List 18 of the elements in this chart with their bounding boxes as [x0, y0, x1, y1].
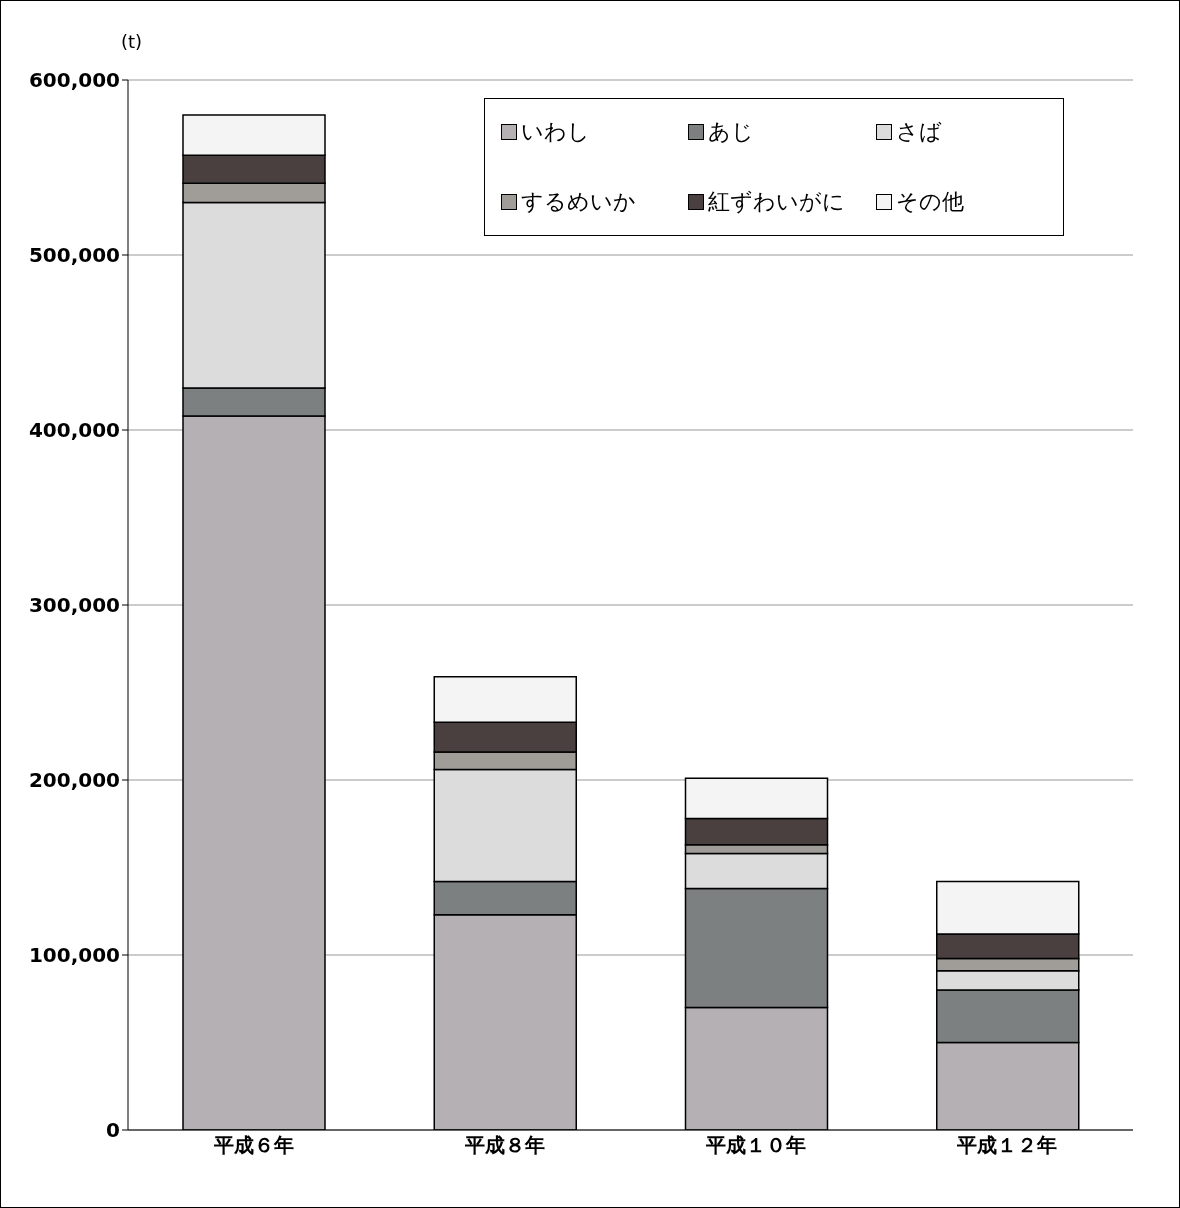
legend-label: するめいか	[521, 188, 636, 216]
x-tick-label: 平成１２年	[956, 1133, 1058, 1158]
y-tick-label: 600,000	[28, 68, 120, 93]
legend-label: 紅ずわいがに	[708, 188, 846, 216]
y-axis-title: (t)	[121, 31, 143, 52]
y-tick-label: 300,000	[28, 593, 120, 618]
legend-label: あじ	[708, 118, 755, 146]
y-tick-label: 200,000	[28, 768, 120, 793]
legend-label: いわし	[521, 118, 590, 146]
y-tick-label: 100,000	[28, 943, 120, 968]
x-tick-label: 平成８年	[463, 1133, 545, 1158]
x-tick-label: 平成１０年	[705, 1133, 807, 1158]
legend-label: さば	[895, 118, 942, 146]
y-tick-label: 500,000	[28, 243, 120, 268]
legend-label: その他	[895, 188, 964, 216]
y-tick-label: 400,000	[28, 418, 120, 443]
x-tick-label: 平成６年	[212, 1133, 294, 1158]
y-tick-label: 0	[106, 1118, 120, 1143]
